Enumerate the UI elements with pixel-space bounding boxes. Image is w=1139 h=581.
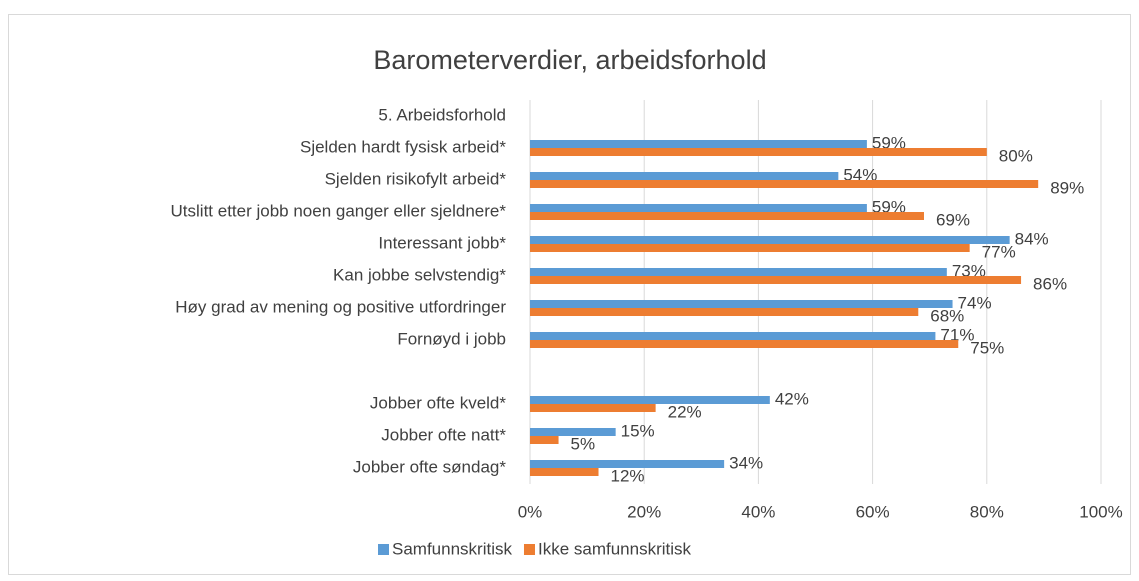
value-label: 84% [1015, 229, 1049, 248]
bar [530, 148, 987, 156]
x-tick-label: 0% [518, 502, 543, 521]
bar [530, 428, 616, 436]
bar [530, 436, 559, 444]
y-tick-label: Fornøyd i jobb [397, 329, 506, 348]
bar [530, 236, 1010, 244]
x-tick-label: 40% [741, 502, 775, 521]
value-label: 12% [611, 466, 645, 485]
y-tick-label: Sjelden hardt fysisk arbeid* [300, 137, 506, 156]
value-label: 69% [936, 210, 970, 229]
bar [530, 300, 953, 308]
legend-label: Samfunnskritisk [392, 539, 512, 558]
value-label: 86% [1033, 274, 1067, 293]
value-label: 42% [775, 389, 809, 408]
value-label: 5% [571, 434, 596, 453]
bar [530, 140, 867, 148]
bar [530, 268, 947, 276]
bar [530, 468, 599, 476]
y-tick-label: Jobber ofte natt* [381, 425, 506, 444]
y-tick-label: Utslitt etter jobb noen ganger eller sje… [171, 201, 507, 220]
value-label: 89% [1050, 178, 1084, 197]
x-tick-label: 20% [627, 502, 661, 521]
value-label: 71% [940, 325, 974, 344]
value-label: 80% [999, 146, 1033, 165]
value-label: 22% [668, 402, 702, 421]
value-label: 59% [872, 197, 906, 216]
y-tick-label: 5. Arbeidsforhold [378, 105, 506, 124]
bar [530, 332, 936, 340]
legend-swatch [523, 544, 535, 555]
chart-title: Barometerverdier, arbeidsforhold [373, 45, 766, 75]
y-tick-label: Jobber ofte kveld* [370, 393, 506, 412]
y-tick-label: Jobber ofte søndag* [353, 457, 506, 476]
value-label: 75% [970, 338, 1004, 357]
value-label: 77% [982, 242, 1016, 261]
value-label: 59% [872, 133, 906, 152]
x-tick-label: 100% [1079, 502, 1122, 521]
bar [530, 172, 839, 180]
y-tick-label: Sjelden risikofylt arbeid* [325, 169, 507, 188]
bar [530, 204, 867, 212]
bar [530, 340, 959, 348]
bar [530, 460, 725, 468]
value-label: 68% [930, 306, 964, 325]
legend-label: Ikke samfunnskritisk [538, 539, 692, 558]
y-tick-label: Høy grad av mening og positive utfordrin… [175, 297, 506, 316]
chart-frame [8, 14, 1131, 575]
legend-swatch [378, 544, 389, 555]
x-tick-label: 60% [856, 502, 890, 521]
bar [530, 244, 970, 252]
value-label: 73% [952, 261, 986, 280]
bar [530, 212, 924, 220]
value-label: 54% [843, 165, 877, 184]
bar [530, 404, 656, 412]
bar [530, 276, 1022, 284]
bar [530, 180, 1039, 188]
y-tick-label: Interessant jobb* [378, 233, 506, 252]
value-label: 15% [621, 421, 655, 440]
bar [530, 396, 770, 404]
bar [530, 308, 919, 316]
x-tick-label: 80% [970, 502, 1004, 521]
value-label: 34% [729, 453, 763, 472]
y-tick-label: Kan jobbe selvstendig* [333, 265, 506, 284]
value-label: 74% [958, 293, 992, 312]
